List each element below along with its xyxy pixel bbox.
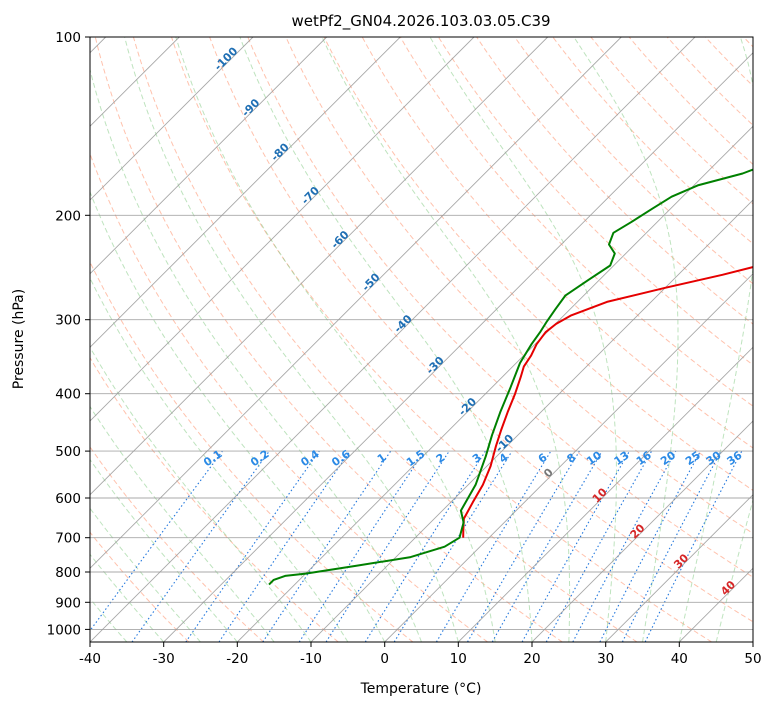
moist-adiabat-line — [90, 277, 349, 642]
isotherm-gridline — [90, 37, 549, 496]
y-tick-label: 800 — [55, 565, 81, 581]
moist-adiabat-line — [715, 498, 753, 642]
mixing-ratio-line — [218, 450, 351, 642]
isotherm-gridline — [90, 37, 475, 422]
dry-adiabat-line — [437, 37, 753, 366]
y-tick-label: 200 — [55, 208, 81, 224]
mixing-ratio-line — [298, 450, 425, 642]
y-tick-label: 500 — [55, 444, 81, 460]
moist-adiabat-line — [321, 37, 571, 642]
x-axis-label: Temperature (°C) — [360, 681, 482, 697]
y-tick-label: 300 — [55, 313, 81, 329]
moist-adiabat-line — [175, 37, 496, 642]
dry-adiabats — [90, 37, 753, 642]
dry-adiabat-line — [171, 37, 712, 642]
y-tick-label: 400 — [55, 387, 81, 403]
dry-adiabat-line — [90, 446, 264, 642]
isotherm-gridline — [531, 420, 753, 642]
isotherm-gridlines — [90, 37, 753, 642]
y-axis-ticks: 100 200 300 400 500 600 700 800 900 1000 — [47, 30, 90, 638]
dry-adiabat-line — [514, 37, 753, 285]
mixing-ratio-line — [644, 450, 743, 642]
mixing-ratio-line — [185, 450, 320, 642]
isotherm-gridline — [90, 37, 401, 348]
dry-adiabat-line — [94, 37, 563, 642]
x-tick-label: 20 — [523, 651, 540, 667]
moist-adiabat-line — [90, 67, 422, 642]
x-tick-label: 30 — [597, 651, 614, 667]
dry-adiabat-line — [132, 37, 638, 642]
isotherm-gridline — [310, 199, 753, 642]
x-tick-label: 50 — [744, 651, 761, 667]
x-tick-label: 40 — [671, 651, 688, 667]
dry-adiabat-line — [90, 356, 339, 642]
dewpoint-profile-line — [268, 168, 753, 586]
dry-adiabat-line — [323, 37, 753, 491]
temperature-profile-line — [462, 266, 753, 538]
moist-adiabat-line — [678, 37, 753, 642]
moist-adiabat-line — [90, 458, 238, 642]
x-tick-label: -30 — [153, 651, 175, 667]
dry-adiabat-line — [361, 37, 753, 449]
y-tick-label: 900 — [55, 595, 81, 611]
moist-adiabat-line — [90, 405, 275, 642]
y-axis-label: Pressure (hPa) — [11, 289, 27, 389]
moist-adiabat-line — [573, 37, 679, 642]
isotherm-gridline — [90, 37, 254, 201]
isotherm-gridline — [752, 641, 753, 642]
y-tick-label: 100 — [55, 30, 81, 46]
x-tick-label: -40 — [79, 651, 101, 667]
dry-adiabat-line — [399, 37, 753, 407]
isotherm-gridline — [90, 37, 696, 642]
moist-adiabats — [90, 37, 753, 642]
x-tick-label: -20 — [226, 651, 248, 667]
chart-title: wetPf2_GN04.2026.103.03.05.C39 — [291, 12, 550, 31]
sounding-profiles — [268, 168, 753, 586]
mixing-ratio-lines — [90, 450, 743, 642]
y-tick-label: 700 — [55, 531, 81, 547]
y-tick-label: 600 — [55, 491, 81, 507]
mixing-ratio-line — [131, 450, 270, 642]
moist-adiabat-line — [239, 37, 533, 642]
x-tick-label: 0 — [380, 651, 389, 667]
x-tick-label: 10 — [450, 651, 467, 667]
dry-adiabat-line — [90, 152, 488, 642]
dry-adiabat-line — [90, 531, 190, 642]
moist-adiabat-line — [752, 640, 753, 642]
moist-adiabat-line — [90, 190, 386, 642]
mixing-ratio-line — [545, 450, 653, 642]
isotherm-gridline — [90, 37, 328, 275]
moist-adiabat-line — [124, 37, 459, 642]
isotherm-gridline — [163, 52, 753, 642]
moist-adiabat-line — [429, 37, 617, 642]
x-axis-ticks: -40 -30 -20 -10 0 10 20 30 40 50 — [79, 642, 762, 667]
isotherm-gridline — [457, 346, 753, 642]
mixing-ratio-line — [572, 450, 677, 642]
dry-adiabat-line — [285, 37, 753, 535]
mixing-ratio-line — [521, 450, 630, 642]
dry-adiabat-line — [247, 37, 753, 578]
x-tick-label: -10 — [300, 651, 322, 667]
plot-frame — [89, 36, 754, 643]
isotherm-gridline — [384, 273, 753, 642]
mixing-ratio-line — [393, 450, 513, 642]
plot-area — [90, 37, 753, 642]
dry-adiabat-line — [209, 37, 753, 623]
isotherm-gridline — [605, 494, 753, 642]
isotherm-gridline — [90, 37, 622, 569]
plot-content: -100-90-80-70-60-50-40-30-20-100 0.1 0.2 0… — [90, 37, 753, 642]
mixing-ratio-line — [262, 450, 392, 642]
y-tick-label: 1000 — [47, 622, 81, 638]
mixing-ratio-line — [90, 450, 223, 632]
mixing-ratio-line — [325, 450, 450, 642]
